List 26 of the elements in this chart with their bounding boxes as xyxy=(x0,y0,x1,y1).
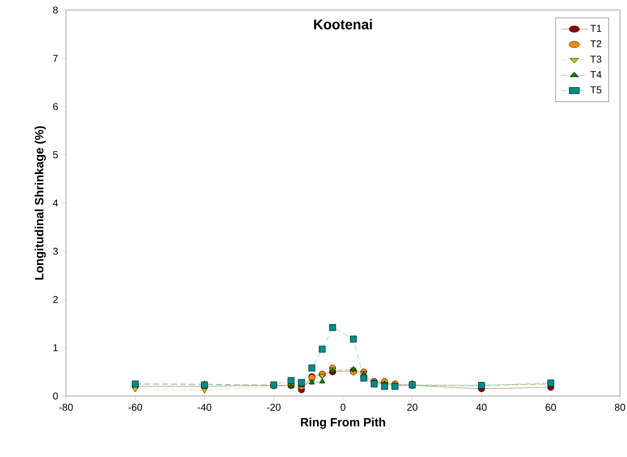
legend-label: T3 xyxy=(590,56,602,63)
x-tick-label: -20 xyxy=(266,404,281,411)
x-tick-label: 80 xyxy=(614,404,626,411)
x-tick-label: 20 xyxy=(407,404,418,411)
x-tick-label: -60 xyxy=(128,404,142,411)
y-tick-label: 2 xyxy=(53,296,58,303)
y-tick-label: 5 xyxy=(53,151,58,158)
legend-label: T5 xyxy=(590,86,602,94)
x-tick-label: 0 xyxy=(340,404,346,411)
legend-label: T2 xyxy=(590,40,602,48)
x-tick-label: -80 xyxy=(59,404,73,411)
text: Kootenai xyxy=(314,19,372,30)
legend-label: T1 xyxy=(590,24,602,32)
y-tick-label: 3 xyxy=(53,248,58,255)
y-tick-label: 8 xyxy=(53,6,58,14)
y-tick-label: 6 xyxy=(53,102,58,110)
legend-label: T4 xyxy=(590,71,602,78)
y-tick-label: 0 xyxy=(53,392,58,400)
y-axis-title: Longitudinal Shrinkage (%) xyxy=(34,126,46,280)
y-tick-label: 7 xyxy=(53,54,58,62)
y-tick-label: 4 xyxy=(52,200,58,206)
y-tick-label: 1 xyxy=(53,344,58,352)
x-axis-title: Ring From Pith xyxy=(300,418,386,429)
x-tick-label: -40 xyxy=(198,404,212,411)
x-tick-label: 40 xyxy=(476,404,487,411)
x-tick-label: 60 xyxy=(546,404,556,411)
